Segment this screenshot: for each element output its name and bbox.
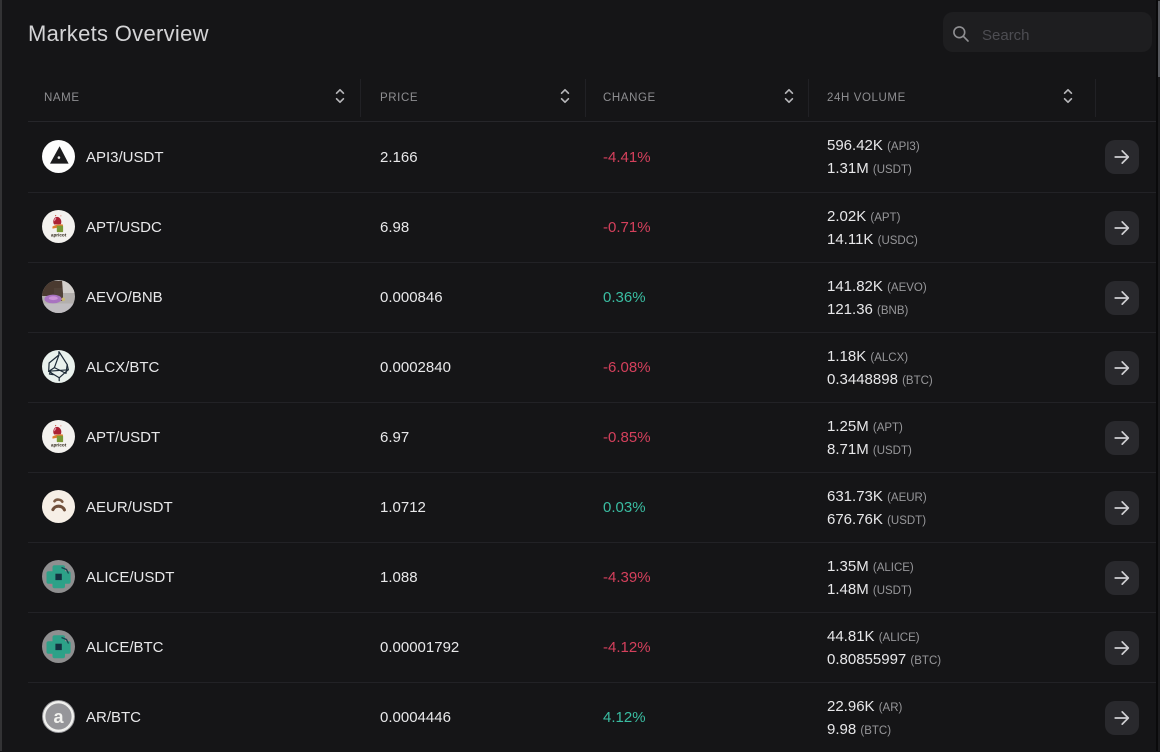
svg-text:apricot: apricot (51, 232, 67, 237)
svg-text:a: a (53, 707, 64, 727)
svg-text:apricot: apricot (51, 442, 67, 447)
